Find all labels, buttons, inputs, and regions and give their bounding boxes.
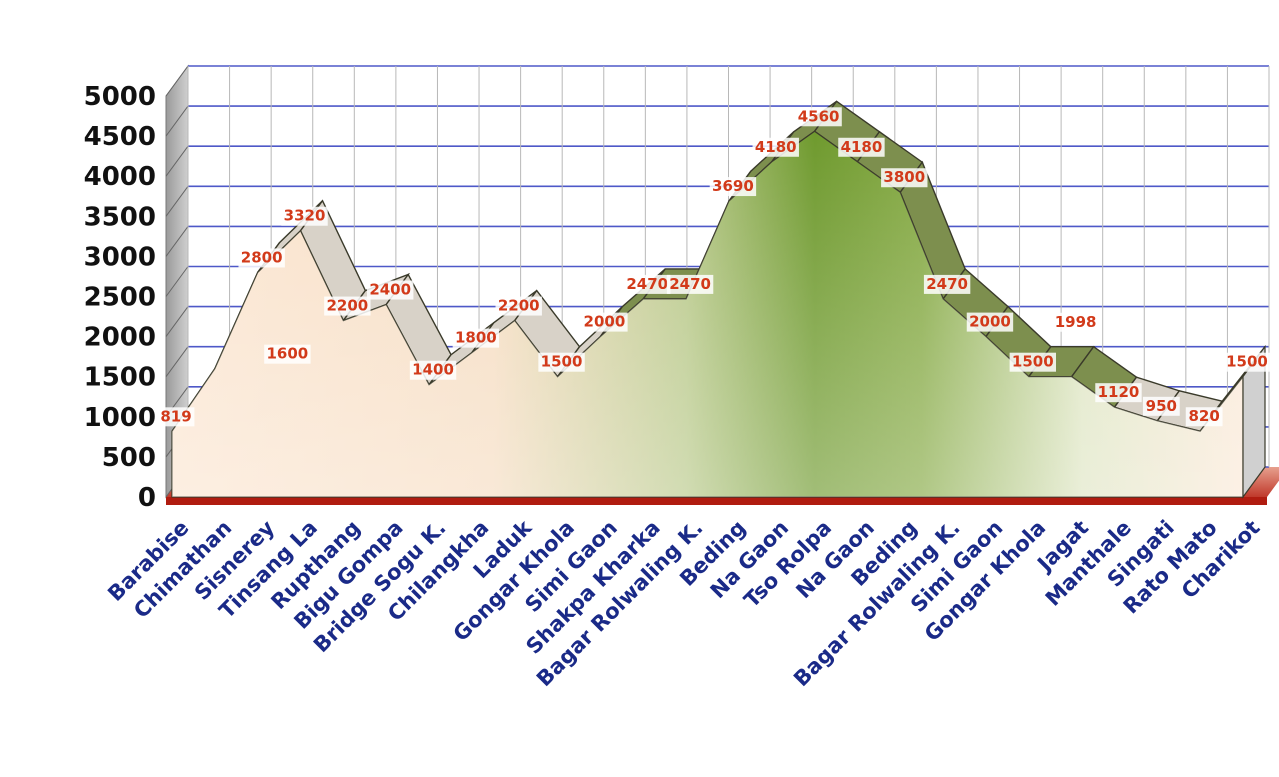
data-label: 2400 [369, 281, 411, 299]
data-label: 4560 [798, 107, 840, 125]
data-label: 819 [160, 407, 191, 425]
data-label-bg [324, 296, 371, 316]
data-label: 4180 [841, 138, 883, 156]
y-tick-label: 0 [138, 483, 156, 513]
data-label: 1800 [455, 329, 497, 347]
data-label-bg [238, 248, 285, 268]
data-label-bg [1052, 312, 1099, 332]
data-label: 3690 [712, 177, 754, 195]
data-label-bg [538, 352, 585, 372]
data-label-bg [367, 280, 414, 300]
y-tick-label: 2000 [84, 323, 156, 353]
data-label-bg [409, 360, 457, 380]
gridline-wall-connector [165, 306, 189, 337]
data-label: 2200 [498, 297, 540, 315]
data-label-bg [838, 137, 885, 157]
y-tick-label: 1000 [84, 403, 156, 433]
gridline-wall-connector [165, 105, 189, 137]
floor-edge [166, 497, 1267, 505]
data-label-bg [624, 274, 671, 294]
data-label: 950 [1146, 397, 1177, 415]
data-label-bg [966, 312, 1014, 332]
gridline-wall-connector [165, 226, 189, 257]
y-tick-label: 1500 [84, 363, 156, 393]
data-label: 2800 [241, 248, 283, 266]
area-end-cap [1242, 344, 1266, 499]
data-label-bg [1095, 383, 1142, 403]
y-tick-label: 4500 [84, 122, 156, 152]
data-label-bg [1223, 352, 1271, 372]
data-label-bg [495, 296, 542, 316]
data-label-bg [1009, 352, 1056, 372]
gridline-wall-connector [165, 65, 189, 97]
y-tick-label: 2500 [84, 283, 156, 313]
y-tick-label: 4000 [84, 162, 156, 192]
data-label: 3800 [883, 168, 925, 186]
data-label-bg [795, 107, 842, 127]
y-tick-label: 3000 [84, 242, 156, 272]
data-label-bg [881, 168, 928, 188]
data-label: 2470 [926, 275, 968, 293]
data-label-bg [281, 206, 328, 226]
data-label-bg [157, 407, 195, 427]
y-tick-label: 3500 [84, 202, 156, 232]
y-tick-label: 500 [102, 443, 156, 473]
data-label: 2470 [626, 275, 668, 293]
data-label: 2200 [326, 297, 368, 315]
data-label-bg [752, 137, 799, 157]
data-label-bg [666, 274, 714, 294]
data-label: 2000 [969, 313, 1011, 331]
data-label: 820 [1189, 407, 1220, 425]
data-label-bg [1142, 396, 1180, 416]
data-label: 1998 [1055, 313, 1097, 331]
gridline-wall-connector [165, 145, 189, 177]
data-label-bg [923, 274, 971, 294]
y-tick-label: 5000 [84, 82, 156, 112]
data-label: 1500 [1012, 353, 1054, 371]
area-shading [172, 131, 1243, 497]
data-label-bg [581, 312, 628, 332]
data-label-bg [1185, 407, 1223, 427]
gridline-wall-connector [165, 186, 189, 217]
data-label: 1400 [412, 361, 454, 379]
gridline-wall-connector [165, 346, 189, 377]
data-label-bg [452, 328, 500, 348]
data-label: 1500 [1226, 353, 1268, 371]
data-label: 2470 [669, 275, 711, 293]
gridline-wall-connector [165, 266, 189, 297]
data-label: 1600 [267, 345, 309, 363]
data-label: 2000 [584, 313, 626, 331]
data-label: 4180 [755, 138, 797, 156]
data-label-bg [264, 344, 311, 364]
data-label: 3320 [284, 207, 326, 225]
data-label-bg [709, 177, 757, 197]
data-label: 1500 [541, 353, 583, 371]
data-label: 1120 [1098, 383, 1140, 401]
